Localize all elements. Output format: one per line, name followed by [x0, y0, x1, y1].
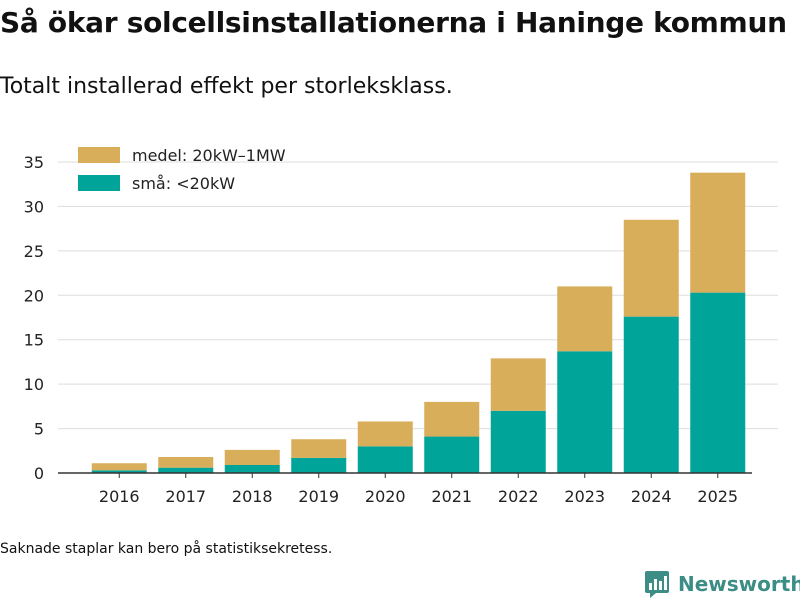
- bar-sma-2018: [224, 465, 280, 473]
- x-tick-label: 2017: [165, 487, 206, 506]
- bar-sma-2023: [557, 351, 613, 473]
- bar-medel-2019: [291, 439, 347, 458]
- bar-medel-2018: [224, 449, 280, 466]
- bar-medel-2022: [490, 358, 546, 411]
- legend-label-sma: små: <20kW: [132, 174, 235, 193]
- y-tick-label: 15: [24, 331, 44, 350]
- x-tick-label: 2020: [365, 487, 406, 506]
- x-tick-label: 2016: [99, 487, 140, 506]
- newsworthy-logo-icon: [645, 571, 669, 598]
- page-subtitle: Totalt installerad effekt per storlekskl…: [0, 74, 453, 99]
- page-title: Så ökar solcellsinstallationerna i Hanin…: [0, 6, 787, 39]
- x-tick-label: 2022: [498, 487, 539, 506]
- brand-logo[interactable]: Newsworthy: [644, 567, 800, 601]
- y-tick-label: 0: [34, 464, 44, 483]
- bar-series: [91, 172, 746, 473]
- bar-sma-2017: [158, 467, 214, 473]
- legend: medel: 20kW–1MW små: <20kW: [78, 146, 286, 193]
- y-tick-label: 5: [34, 420, 44, 439]
- bar-sma-2025: [690, 292, 746, 473]
- brand-name: Newsworthy: [678, 572, 800, 596]
- bar-sma-2016: [91, 470, 147, 473]
- x-tick-label: 2025: [697, 487, 738, 506]
- x-tick-label: 2024: [631, 487, 672, 506]
- legend-swatch-medel: [78, 147, 120, 163]
- legend-label-medel: medel: 20kW–1MW: [132, 146, 286, 165]
- footnote: Saknade staplar kan bero på statistiksek…: [0, 541, 333, 557]
- y-tick-label: 35: [24, 153, 44, 172]
- bar-medel-2025: [690, 172, 746, 293]
- bar-medel-2024: [623, 219, 679, 317]
- bar-medel-2020: [357, 421, 413, 447]
- x-tick-label: 2021: [431, 487, 472, 506]
- bar-medel-2023: [557, 286, 613, 352]
- bar-sma-2019: [291, 457, 347, 473]
- bar-medel-2016: [91, 463, 147, 471]
- bar-medel-2021: [424, 401, 480, 437]
- y-tick-label: 20: [24, 286, 44, 305]
- y-tick-label: 25: [24, 242, 44, 261]
- y-tick-label: 30: [24, 197, 44, 216]
- legend-swatch-sma: [78, 175, 120, 191]
- x-tick-label: 2019: [298, 487, 339, 506]
- bar-sma-2021: [424, 436, 480, 473]
- x-tick-label: 2023: [564, 487, 605, 506]
- bar-medel-2017: [158, 457, 214, 468]
- bar-sma-2024: [623, 316, 679, 473]
- bar-sma-2022: [490, 410, 546, 473]
- y-tick-label: 10: [24, 375, 44, 394]
- x-tick-label: 2018: [232, 487, 273, 506]
- bar-sma-2020: [357, 446, 413, 473]
